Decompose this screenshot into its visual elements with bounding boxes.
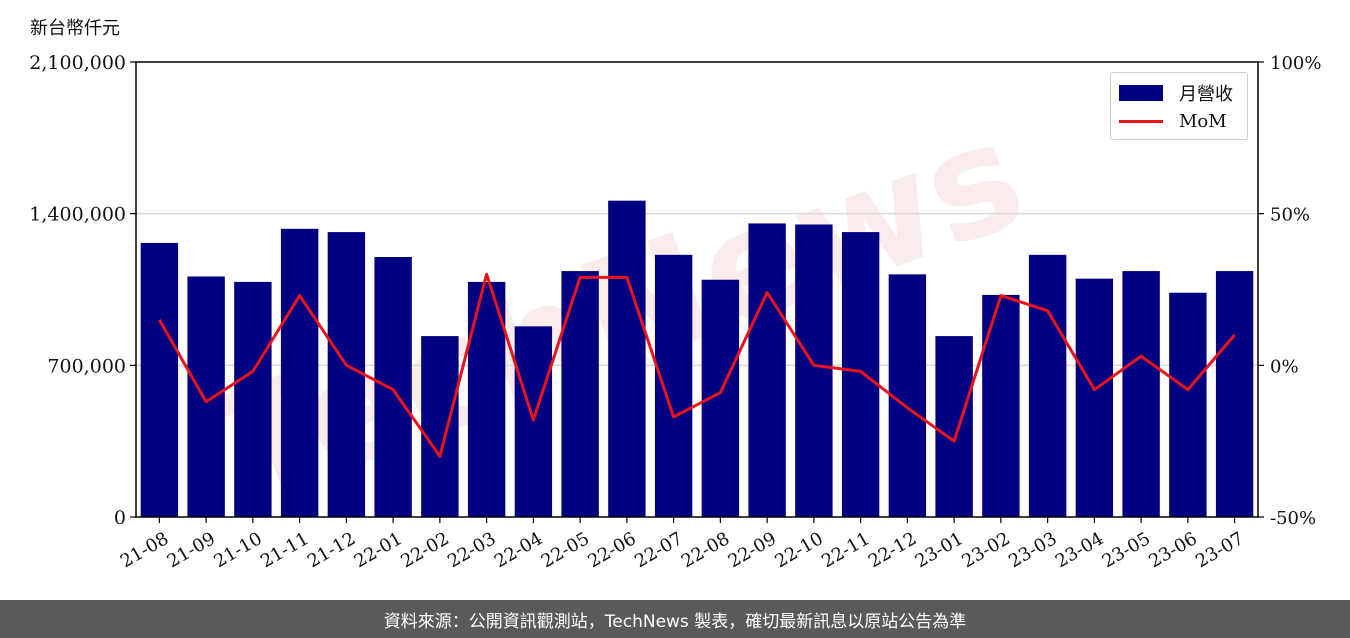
y-left-tick-label: 2,100,000: [29, 52, 126, 74]
x-tick-label: 23-01: [912, 528, 967, 572]
source-footer: 資料來源：公開資訊觀測站，TechNews 製表，確切最新訊息以原站公告為準: [0, 600, 1350, 638]
x-tick-label: 22-03: [444, 528, 499, 572]
bar-22-11: [841, 232, 880, 518]
x-tick-label: 22-11: [818, 528, 873, 572]
x-tick-label: 22-06: [584, 528, 639, 572]
bar-22-10: [795, 224, 833, 517]
bar-21-08: [140, 242, 179, 517]
y-right-tick-label: 50%: [1270, 205, 1310, 226]
x-tick-label: 22-04: [491, 528, 546, 572]
bar-22-09: [748, 223, 786, 517]
bar-23-04: [1075, 278, 1114, 517]
bar-23-05: [1122, 271, 1160, 517]
legend: 月營收 MoM: [1110, 72, 1248, 140]
x-tick-label: 23-02: [958, 528, 1013, 572]
y-right-tick-label: -50%: [1270, 508, 1316, 529]
bar-23-06: [1169, 292, 1207, 517]
y-left-tick-label: 700,000: [47, 355, 126, 377]
bar-22-04: [514, 326, 553, 517]
bar-22-06: [608, 200, 646, 517]
x-tick-label: 23-03: [1005, 528, 1060, 572]
mom-line: [158, 272, 1236, 458]
x-tick-label: 22-05: [538, 528, 593, 572]
x-tick-label: 21-10: [210, 528, 265, 572]
legend-swatch-bar: [1119, 85, 1163, 101]
x-tick-label: 21-11: [257, 528, 312, 572]
x-tick-label: 22-12: [865, 528, 920, 572]
x-tick-label: 22-09: [725, 528, 780, 572]
x-tick-label: 22-07: [631, 528, 686, 572]
plot-frame: [135, 61, 1259, 518]
x-tick-label: 22-01: [351, 528, 406, 572]
bar-21-11: [280, 228, 319, 518]
bar-21-10: [234, 281, 272, 517]
bar-22-02: [421, 336, 459, 517]
bar-23-07: [1215, 271, 1254, 517]
gridlines: [136, 212, 1258, 367]
bar-23-03: [1028, 254, 1067, 518]
y-right-tick-label: 100%: [1270, 53, 1321, 74]
x-tick-label: 23-07: [1192, 528, 1247, 572]
legend-item-mom: MoM: [1119, 109, 1227, 133]
bar-22-05: [561, 271, 599, 517]
bar-23-01: [935, 336, 973, 517]
axes: [135, 61, 1259, 518]
bar-21-09: [187, 276, 225, 517]
bar-22-01: [374, 257, 412, 517]
legend-swatch-line: [1119, 119, 1163, 123]
x-tick-label: 21-12: [304, 528, 359, 572]
x-tick-label: 21-09: [164, 528, 219, 572]
bar-22-07: [654, 254, 693, 518]
x-tick-label: 22-10: [771, 528, 826, 572]
legend-item-revenue: 月營收: [1119, 81, 1233, 105]
x-tick-label: 23-06: [1145, 528, 1200, 572]
revenue-chart: TechNews 0700,0001,400,0002,100,000-50%0…: [29, 18, 1321, 572]
bars: [140, 200, 1254, 518]
x-tick-label: 23-05: [1099, 528, 1154, 572]
y-right-tick-label: 0%: [1270, 356, 1299, 377]
bar-23-02: [982, 294, 1020, 517]
x-tick-label: 22-02: [397, 528, 452, 572]
legend-label-revenue: 月營收: [1179, 84, 1233, 105]
legend-label-mom: MoM: [1179, 110, 1227, 132]
y-left-tick-label: 1,400,000: [29, 204, 126, 226]
bar-22-12: [888, 274, 927, 517]
mom-series-line: [158, 272, 1236, 458]
y-axis-unit-label: 新台幣仟元: [30, 18, 120, 39]
x-tick-label: 21-08: [117, 528, 172, 572]
chart-canvas: TechNews 0700,0001,400,0002,100,000-50%0…: [29, 52, 1321, 572]
bar-21-12: [327, 232, 366, 518]
y-left-tick-label: 0: [114, 507, 126, 529]
x-tick-label: 23-04: [1052, 528, 1107, 572]
x-tick-label: 22-08: [678, 528, 733, 572]
